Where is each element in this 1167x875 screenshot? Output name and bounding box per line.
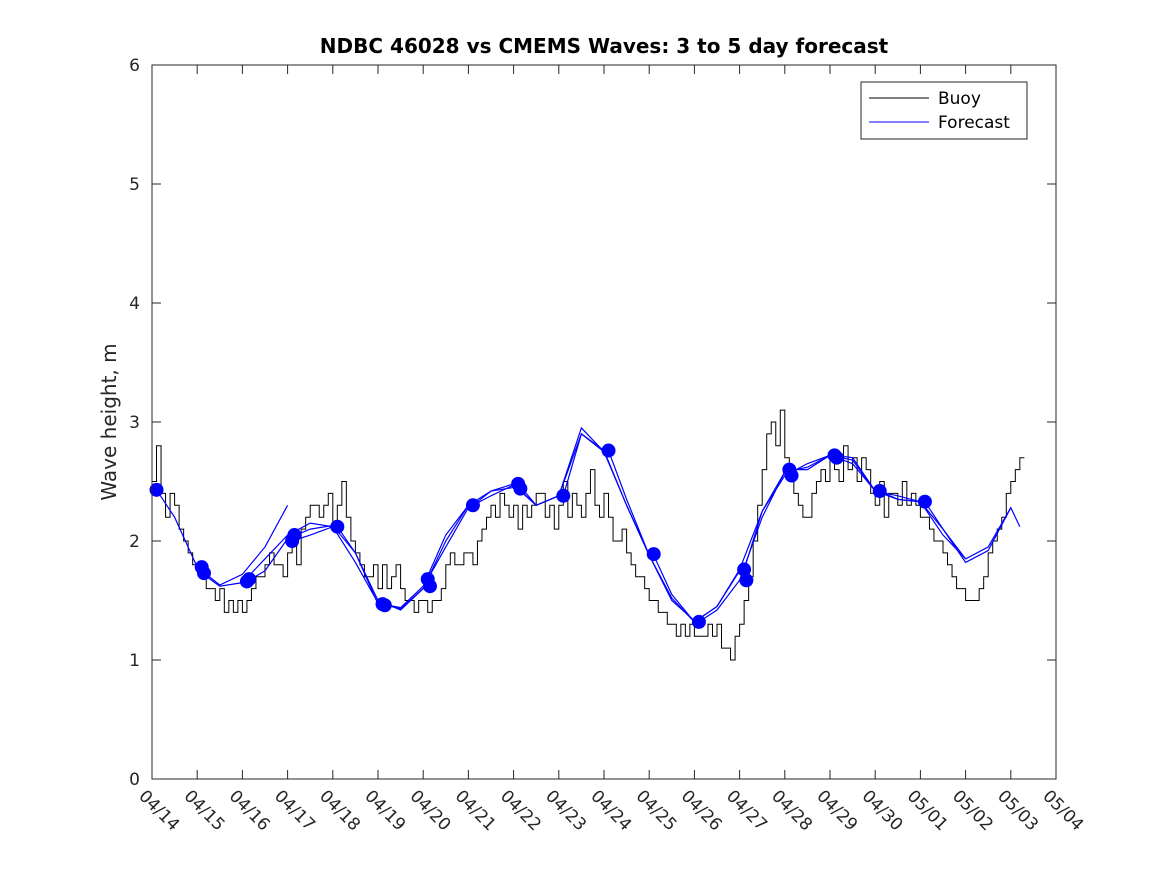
x-tick-label: 04/22 bbox=[496, 786, 545, 835]
forecast-line bbox=[517, 426, 650, 556]
y-tick-label: 4 bbox=[129, 294, 140, 314]
forecast-line bbox=[924, 501, 1021, 564]
forecast-line bbox=[607, 450, 741, 623]
x-tick-label: 04/17 bbox=[270, 786, 319, 835]
plot-area bbox=[149, 409, 1025, 661]
forecast-line bbox=[698, 454, 831, 623]
forecast-line bbox=[743, 454, 876, 570]
legend-box bbox=[860, 81, 1028, 140]
x-tick-label: 04/30 bbox=[858, 786, 907, 835]
x-tick-label: 04/19 bbox=[360, 786, 409, 835]
forecast-marker bbox=[829, 450, 844, 465]
buoy-line bbox=[152, 409, 1025, 661]
x-tick-label: 04/15 bbox=[180, 786, 229, 835]
y-tick-label: 5 bbox=[129, 175, 140, 195]
x-tick-label: 05/02 bbox=[948, 786, 997, 835]
x-tick-label: 05/01 bbox=[903, 786, 952, 835]
forecast-marker bbox=[691, 614, 706, 629]
forecast-marker bbox=[601, 443, 616, 458]
forecast-marker bbox=[556, 488, 571, 503]
forecast-marker bbox=[422, 579, 437, 594]
forecast-marker bbox=[287, 528, 302, 543]
legend-forecast-label: Forecast bbox=[938, 113, 1010, 133]
x-tick-label: 04/24 bbox=[586, 786, 635, 835]
x-tick-label: 05/04 bbox=[1038, 786, 1087, 835]
forecast-line bbox=[562, 432, 695, 622]
x-tick-label: 04/14 bbox=[134, 786, 183, 835]
y-axis: 0 1 2 3 4 5 6 bbox=[129, 56, 1056, 790]
forecast-marker bbox=[872, 484, 887, 499]
x-tick-label: 04/20 bbox=[406, 786, 455, 835]
forecast-marker bbox=[196, 566, 211, 581]
forecast-line bbox=[336, 504, 469, 611]
y-axis-label: Wave height, m bbox=[97, 343, 121, 500]
forecast-line bbox=[201, 522, 333, 587]
x-tick-label: 04/29 bbox=[812, 786, 861, 835]
forecast-marker bbox=[917, 494, 932, 509]
forecast-marker bbox=[513, 481, 528, 496]
legend: Buoy Forecast bbox=[860, 81, 1028, 140]
x-tick-label: 04/18 bbox=[315, 786, 364, 835]
y-tick-label: 2 bbox=[129, 532, 140, 552]
x-tick-label: 04/21 bbox=[451, 786, 500, 835]
x-tick-label: 04/25 bbox=[632, 786, 681, 835]
y-tick-label: 3 bbox=[129, 413, 140, 433]
forecast-marker bbox=[149, 482, 164, 497]
forecast-line bbox=[291, 525, 424, 610]
legend-buoy-label: Buoy bbox=[938, 89, 981, 109]
forecast-marker bbox=[242, 572, 257, 587]
x-tick-label: 04/16 bbox=[225, 786, 274, 835]
forecast-marker bbox=[784, 468, 799, 483]
x-tick-label: 04/27 bbox=[722, 786, 771, 835]
x-tick-label: 04/23 bbox=[541, 786, 590, 835]
buoy-series bbox=[152, 409, 1025, 661]
forecast-line bbox=[834, 454, 967, 560]
x-tick-label: 05/03 bbox=[993, 786, 1042, 835]
forecast-marker bbox=[465, 498, 480, 513]
forecast-series bbox=[156, 426, 1021, 623]
chart-title: NDBC 46028 vs CMEMS Waves: 3 to 5 day fo… bbox=[320, 34, 889, 58]
forecast-line bbox=[789, 454, 921, 503]
y-tick-label: 6 bbox=[129, 56, 140, 76]
forecast-marker bbox=[739, 573, 754, 588]
forecast-marker bbox=[646, 547, 661, 562]
forecast-markers bbox=[149, 443, 932, 629]
plot-frame bbox=[151, 64, 1057, 780]
y-tick-label: 0 bbox=[129, 770, 140, 790]
x-tick-label: 04/28 bbox=[767, 786, 816, 835]
forecast-marker bbox=[377, 598, 392, 613]
forecast-marker bbox=[330, 519, 345, 534]
x-tick-label: 04/26 bbox=[677, 786, 726, 835]
y-tick-label: 1 bbox=[129, 651, 140, 671]
forecast-line bbox=[879, 490, 1012, 560]
forecast-line bbox=[156, 489, 289, 586]
